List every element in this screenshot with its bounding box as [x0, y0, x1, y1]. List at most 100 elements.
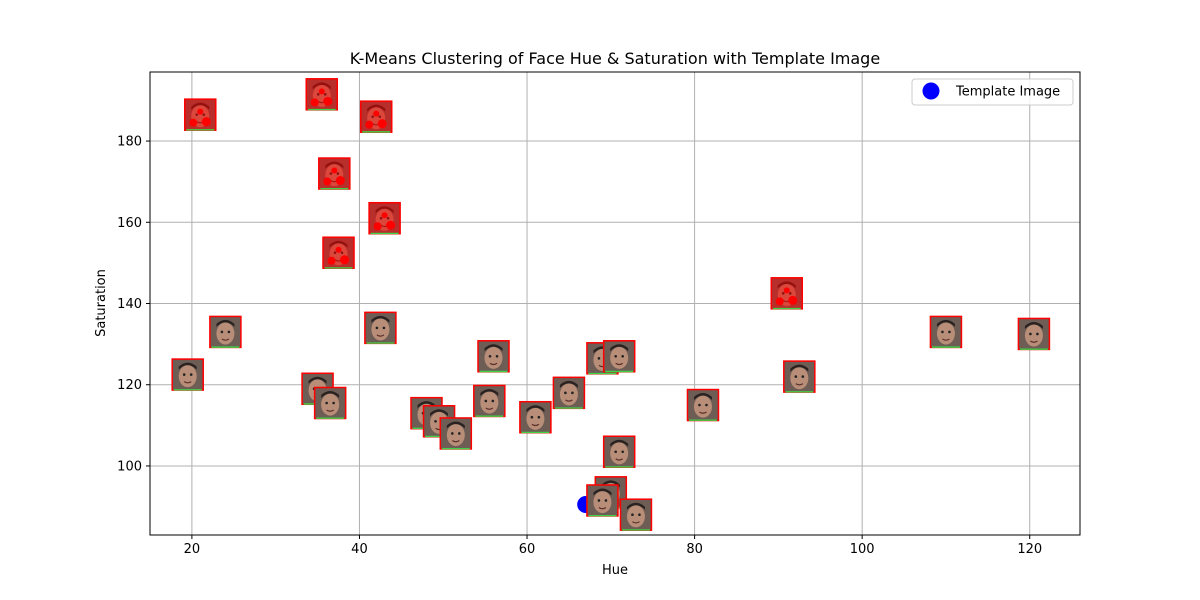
legend-entry-template: Template Image	[955, 85, 1060, 100]
face-shape	[371, 318, 390, 341]
face-shape	[178, 365, 197, 388]
eye-right	[801, 375, 805, 378]
face-thumbnail	[184, 98, 217, 131]
eye-left	[631, 513, 634, 516]
face-shape	[484, 346, 503, 369]
eye-right	[571, 391, 574, 395]
hair-shape	[1024, 321, 1043, 329]
legend-marker-template	[922, 82, 940, 100]
mouth-shape	[1030, 340, 1038, 343]
mouth-shape	[183, 381, 192, 384]
eye-right	[537, 415, 541, 419]
x-axis-label: Hue	[602, 563, 628, 578]
mouth-shape	[376, 334, 385, 337]
eye-left	[182, 373, 186, 376]
hair-shape	[308, 376, 327, 384]
mouth-shape	[598, 506, 607, 510]
eye-left	[375, 326, 379, 330]
mouth-shape	[615, 362, 624, 366]
face-thumbnail	[477, 340, 510, 373]
eye-left	[434, 419, 437, 423]
eye-right	[227, 330, 231, 334]
red-mask-blob	[373, 110, 380, 117]
mouth-shape	[221, 338, 230, 341]
mouth-shape	[565, 399, 573, 402]
y-tick-label: 120	[117, 378, 142, 393]
face-shape	[446, 424, 465, 447]
eye-left	[698, 403, 701, 407]
eye-left	[220, 330, 224, 334]
red-mask-blob	[318, 88, 325, 95]
hair-shape	[446, 421, 465, 429]
face-thumbnail	[364, 311, 397, 345]
red-mask-blob	[201, 117, 211, 127]
eye-left	[614, 450, 617, 454]
hair-shape	[936, 319, 955, 327]
x-tick-label: 40	[351, 542, 368, 557]
hair-shape	[610, 344, 629, 352]
red-mask-blob	[775, 297, 784, 306]
mouth-shape	[942, 338, 950, 341]
mouth-shape	[489, 362, 498, 366]
mouth-shape	[326, 409, 334, 412]
red-mask-blob	[197, 108, 204, 115]
eye-right	[382, 326, 386, 330]
eye-left	[597, 357, 601, 360]
red-mask-blob	[335, 176, 345, 186]
eye-right	[948, 330, 951, 334]
eye-right	[621, 450, 624, 454]
eye-right	[621, 354, 624, 358]
face-thumbnail	[602, 435, 636, 468]
red-mask-blob	[386, 220, 396, 230]
red-mask-blob	[381, 212, 388, 219]
eye-left	[564, 391, 567, 395]
hair-shape	[626, 502, 645, 510]
face-thumbnail	[322, 236, 355, 269]
y-tick-label: 140	[117, 297, 142, 312]
eye-left	[614, 354, 617, 358]
face-thumbnail	[783, 360, 816, 393]
face-shape	[593, 491, 612, 514]
x-tick-label: 100	[850, 542, 875, 557]
face-shape	[526, 407, 545, 430]
scatter-points	[171, 78, 1051, 531]
face-thumbnail	[1017, 317, 1051, 351]
eye-right	[491, 399, 495, 403]
hair-shape	[480, 388, 499, 396]
eye-right	[189, 373, 193, 376]
red-mask-blob	[310, 98, 319, 107]
face-thumbnail	[171, 358, 204, 391]
y-tick-label: 160	[117, 216, 142, 231]
legend: Template Image	[911, 78, 1074, 106]
eye-left	[794, 375, 798, 378]
red-mask-blob	[340, 255, 350, 265]
face-thumbnail	[770, 277, 804, 310]
eye-left	[451, 432, 454, 435]
red-mask-blob	[788, 295, 798, 305]
hair-shape	[430, 409, 449, 417]
eye-right	[458, 432, 461, 435]
face-shape	[936, 322, 955, 345]
x-tick-label: 80	[686, 542, 703, 557]
face-thumbnail	[686, 388, 720, 422]
hair-shape	[484, 344, 503, 352]
face-shape	[321, 393, 340, 416]
y-tick-label: 180	[117, 135, 142, 150]
face-shape	[216, 322, 235, 345]
face-thumbnail	[519, 400, 552, 434]
mouth-shape	[632, 521, 640, 524]
red-mask-blob	[373, 222, 382, 231]
hair-shape	[790, 364, 809, 372]
hair-shape	[178, 362, 197, 370]
face-thumbnail	[586, 484, 619, 517]
face-thumbnail	[439, 417, 473, 450]
hair-shape	[601, 480, 620, 488]
mouth-shape	[795, 383, 804, 386]
hair-shape	[371, 315, 390, 323]
eye-right	[604, 499, 608, 502]
red-mask-blob	[331, 167, 338, 174]
mouth-shape	[485, 407, 494, 410]
red-mask-blob	[323, 177, 332, 186]
chart-title: K-Means Clustering of Face Hue & Saturat…	[350, 49, 880, 68]
